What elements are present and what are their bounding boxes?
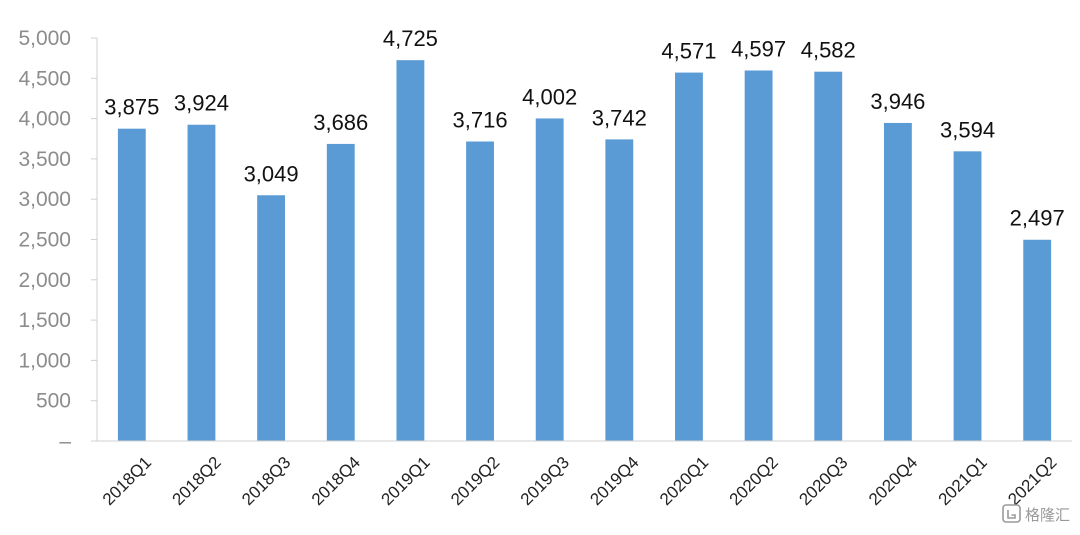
y-tick-label: 1,500: [18, 309, 71, 332]
data-label: 4,725: [383, 26, 438, 51]
data-label: 4,582: [801, 38, 856, 63]
x-tick-label: 2018Q4: [308, 453, 364, 509]
data-label: 3,946: [870, 89, 925, 114]
data-label: 2,497: [1010, 206, 1065, 231]
x-tick-label: 2021Q2: [1004, 453, 1060, 509]
watermark-text: 格隆汇: [1025, 507, 1070, 524]
bar: [744, 70, 773, 441]
data-label: 3,716: [453, 107, 508, 132]
bar: [257, 195, 286, 441]
data-label: 3,686: [313, 110, 368, 135]
bar: [1023, 239, 1052, 441]
x-tick-label: 2019Q3: [517, 453, 573, 509]
bar: [535, 118, 564, 442]
x-tick-label: 2018Q3: [238, 453, 294, 509]
data-label: 3,924: [174, 91, 229, 116]
y-tick-label: 2,500: [18, 229, 71, 252]
bar: [814, 71, 843, 442]
x-tick-label: 2020Q4: [865, 453, 921, 509]
y-tick-label: 3,000: [18, 188, 71, 211]
bar: [466, 141, 494, 441]
x-tick-label: 2018Q1: [99, 453, 155, 509]
data-label: 4,597: [731, 36, 786, 61]
bar: [953, 151, 982, 441]
data-labels: 3,875 3,924 3,049 3,686 4,725 3,716 4,002 3,742…: [104, 26, 1064, 231]
data-label: 3,594: [940, 117, 995, 142]
y-axis: – 500 1,000 1,500 2,000 2,500 3,000 3,500 4,000 4…: [18, 27, 98, 453]
y-tick-label: 3,500: [18, 148, 71, 171]
bar: [396, 60, 425, 441]
y-tick-label: –: [59, 430, 71, 453]
y-tick-label: 4,000: [18, 108, 71, 131]
watermark-logo-icon: [1002, 504, 1021, 523]
watermark-logo-mark: [1007, 510, 1016, 519]
data-label: 3,742: [592, 105, 647, 130]
x-tick-label: 2020Q3: [795, 453, 851, 509]
x-tick-label: 2020Q1: [656, 453, 712, 509]
watermark: 格隆汇: [1002, 504, 1070, 524]
x-tick-label: 2018Q2: [169, 453, 225, 509]
y-tick-label: 4,500: [18, 67, 71, 90]
bar: [117, 128, 146, 442]
y-tick-label: 5,000: [18, 27, 71, 50]
bar: [326, 143, 355, 442]
x-tick-label: 2020Q2: [726, 453, 782, 509]
x-axis: 2018Q1 2018Q2 2018Q3 2018Q4 2019Q1 2019Q2 2019…: [97, 440, 1072, 509]
x-tick-label: 2019Q4: [586, 453, 642, 509]
x-tick-label: 2021Q1: [935, 453, 991, 509]
data-label: 4,002: [522, 84, 577, 109]
data-label: 3,049: [244, 161, 299, 186]
data-label: 4,571: [661, 39, 716, 64]
y-tick-label: 1,000: [18, 349, 71, 372]
x-tick-label: 2019Q2: [447, 453, 503, 509]
bars: [117, 60, 1052, 442]
y-tick-label: 500: [36, 390, 71, 413]
bar: [675, 72, 703, 442]
x-tick-label: 2019Q1: [377, 453, 433, 509]
bar: [605, 139, 634, 441]
data-label: 3,875: [104, 95, 159, 120]
bar: [883, 122, 912, 442]
bar: [187, 124, 216, 442]
y-tick-label: 2,000: [18, 269, 71, 292]
